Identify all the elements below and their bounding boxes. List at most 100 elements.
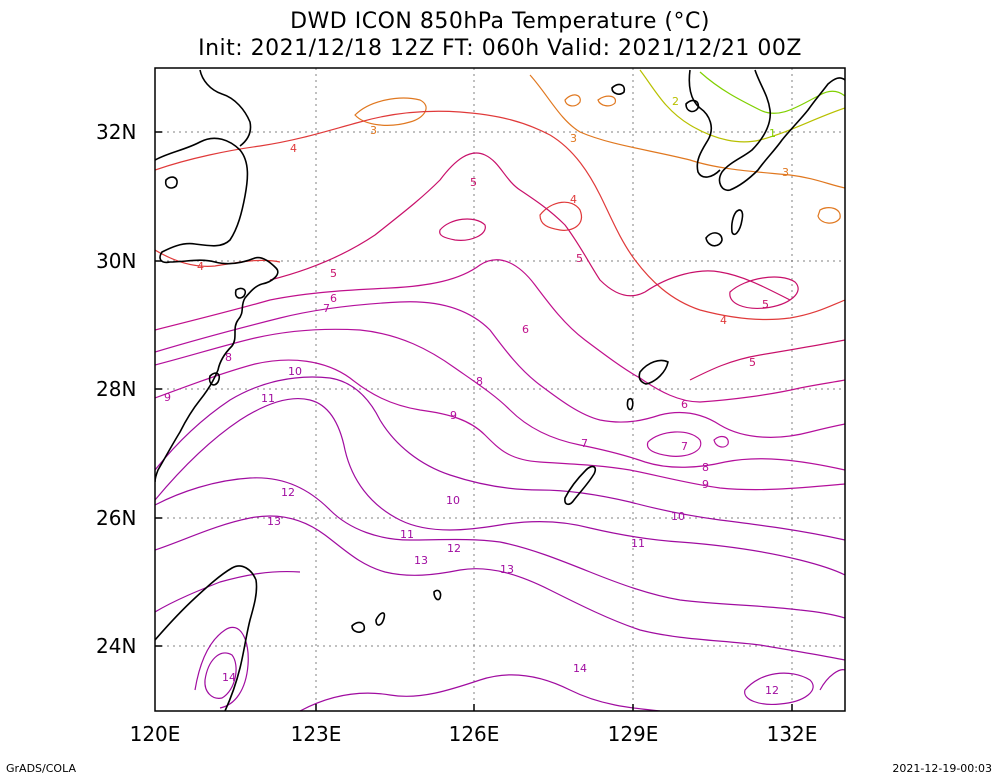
contour-label: 14 xyxy=(573,662,587,675)
contour-5 xyxy=(269,152,791,301)
coastlines xyxy=(155,69,845,711)
lat-label-26n: 26N xyxy=(96,506,137,530)
contour-label: 5 xyxy=(470,176,477,189)
lon-label-120e: 120E xyxy=(129,722,181,746)
contour-label: 10 xyxy=(671,510,685,523)
lon-label-126e: 126E xyxy=(448,722,500,746)
contour-7 xyxy=(155,301,845,438)
contour-5-loop xyxy=(439,218,486,241)
contour-label: 12 xyxy=(281,486,295,499)
map-title: DWD ICON 850hPa Temperature (°C) xyxy=(290,9,710,34)
island-11 xyxy=(611,83,626,95)
grid-lines xyxy=(155,68,845,711)
contour-label: 4 xyxy=(570,193,577,206)
contour-label: 9 xyxy=(164,391,171,404)
contour-label: 6 xyxy=(681,398,688,411)
contour-label: 13 xyxy=(414,554,428,567)
contour-4-west xyxy=(155,249,281,267)
kyushu-coast xyxy=(718,69,845,192)
contour-labels: 1 2 3 3 3 4 4 4 4 5 5 5 5 5 6 6 6 7 7 7 … xyxy=(164,95,789,697)
contour-label: 14 xyxy=(222,671,236,684)
contour-label: 10 xyxy=(288,365,302,378)
island-9 xyxy=(208,372,221,386)
island-6 xyxy=(375,612,386,626)
contour-label: 1 xyxy=(769,127,776,140)
contour-label: 8 xyxy=(225,351,232,364)
contour-label: 4 xyxy=(290,142,297,155)
contour-label: 4 xyxy=(720,314,727,327)
contour-label: 12 xyxy=(765,684,779,697)
okinawa xyxy=(564,465,597,506)
map-subtitle: Init: 2021/12/18 12Z FT: 060h Valid: 202… xyxy=(198,36,802,61)
contour-4 xyxy=(155,110,845,321)
contour-label: 5 xyxy=(749,356,756,369)
contour-3 xyxy=(529,74,845,189)
lon-label-123e: 123E xyxy=(290,722,342,746)
contour-label: 9 xyxy=(702,478,709,491)
contour-5-se xyxy=(689,339,845,381)
contour-label: 5 xyxy=(576,252,583,265)
contour-label: 13 xyxy=(500,563,514,576)
contour-2 xyxy=(639,69,845,143)
contour-3-east xyxy=(817,207,841,224)
contour-6 xyxy=(155,259,845,403)
contour-label: 12 xyxy=(447,542,461,555)
contour-3-north xyxy=(354,97,427,126)
contour-label: 9 xyxy=(450,409,457,422)
footer-timestamp: 2021-12-19-00:03 xyxy=(892,762,992,775)
lon-label-129e: 129E xyxy=(607,722,659,746)
contour-8 xyxy=(155,328,845,471)
lon-label-132e: 132E xyxy=(766,722,818,746)
taiwan-coast xyxy=(155,565,258,711)
contour-14 xyxy=(194,626,249,709)
contour-label: 11 xyxy=(400,528,414,541)
contour-1 xyxy=(699,71,845,114)
kyushu-west xyxy=(688,69,721,178)
contour-label: 5 xyxy=(762,298,769,311)
contour-label: 6 xyxy=(330,292,337,305)
contour-label: 3 xyxy=(782,166,789,179)
contour-3-small xyxy=(564,94,581,107)
lat-label-24n: 24N xyxy=(96,634,137,658)
island-8 xyxy=(234,287,247,299)
island-2 xyxy=(730,209,744,236)
contour-13 xyxy=(155,515,845,661)
island-1 xyxy=(705,232,723,247)
china-coast xyxy=(155,137,279,483)
contour-label: 11 xyxy=(631,537,645,550)
contour-label: 7 xyxy=(681,440,688,453)
island-7 xyxy=(433,589,442,601)
contour-label: 10 xyxy=(446,494,460,507)
contour-label: 8 xyxy=(476,375,483,388)
contour-7-loop xyxy=(646,431,702,457)
contour-label: 2 xyxy=(672,95,679,108)
contour-13-east xyxy=(819,669,845,691)
island-4 xyxy=(626,397,634,411)
contour-7-small xyxy=(713,435,729,448)
contour-9 xyxy=(155,359,845,491)
contour-14-south xyxy=(299,674,661,711)
island-5 xyxy=(351,621,366,633)
tick-marks xyxy=(155,131,793,711)
contour-label: 8 xyxy=(702,461,709,474)
island-10 xyxy=(164,176,178,189)
island-3 xyxy=(638,359,669,385)
contour-3-small2 xyxy=(597,95,617,107)
china-coast-north xyxy=(199,69,252,147)
contour-12-se xyxy=(744,672,814,705)
contour-label: 3 xyxy=(370,124,377,137)
footer-software: GrADS/COLA xyxy=(6,762,76,775)
lat-label-28n: 28N xyxy=(96,377,137,401)
contour-label: 13 xyxy=(267,515,281,528)
contour-4-loop xyxy=(539,201,582,231)
contour-label: 6 xyxy=(522,323,529,336)
contour-5-east xyxy=(729,276,799,309)
contour-11-west xyxy=(155,571,301,613)
contour-12 xyxy=(155,477,845,619)
contour-10 xyxy=(155,376,845,541)
contour-label: 11 xyxy=(261,392,275,405)
contour-label: 7 xyxy=(323,302,330,315)
contour-11 xyxy=(155,398,845,576)
island-12 xyxy=(685,99,700,113)
